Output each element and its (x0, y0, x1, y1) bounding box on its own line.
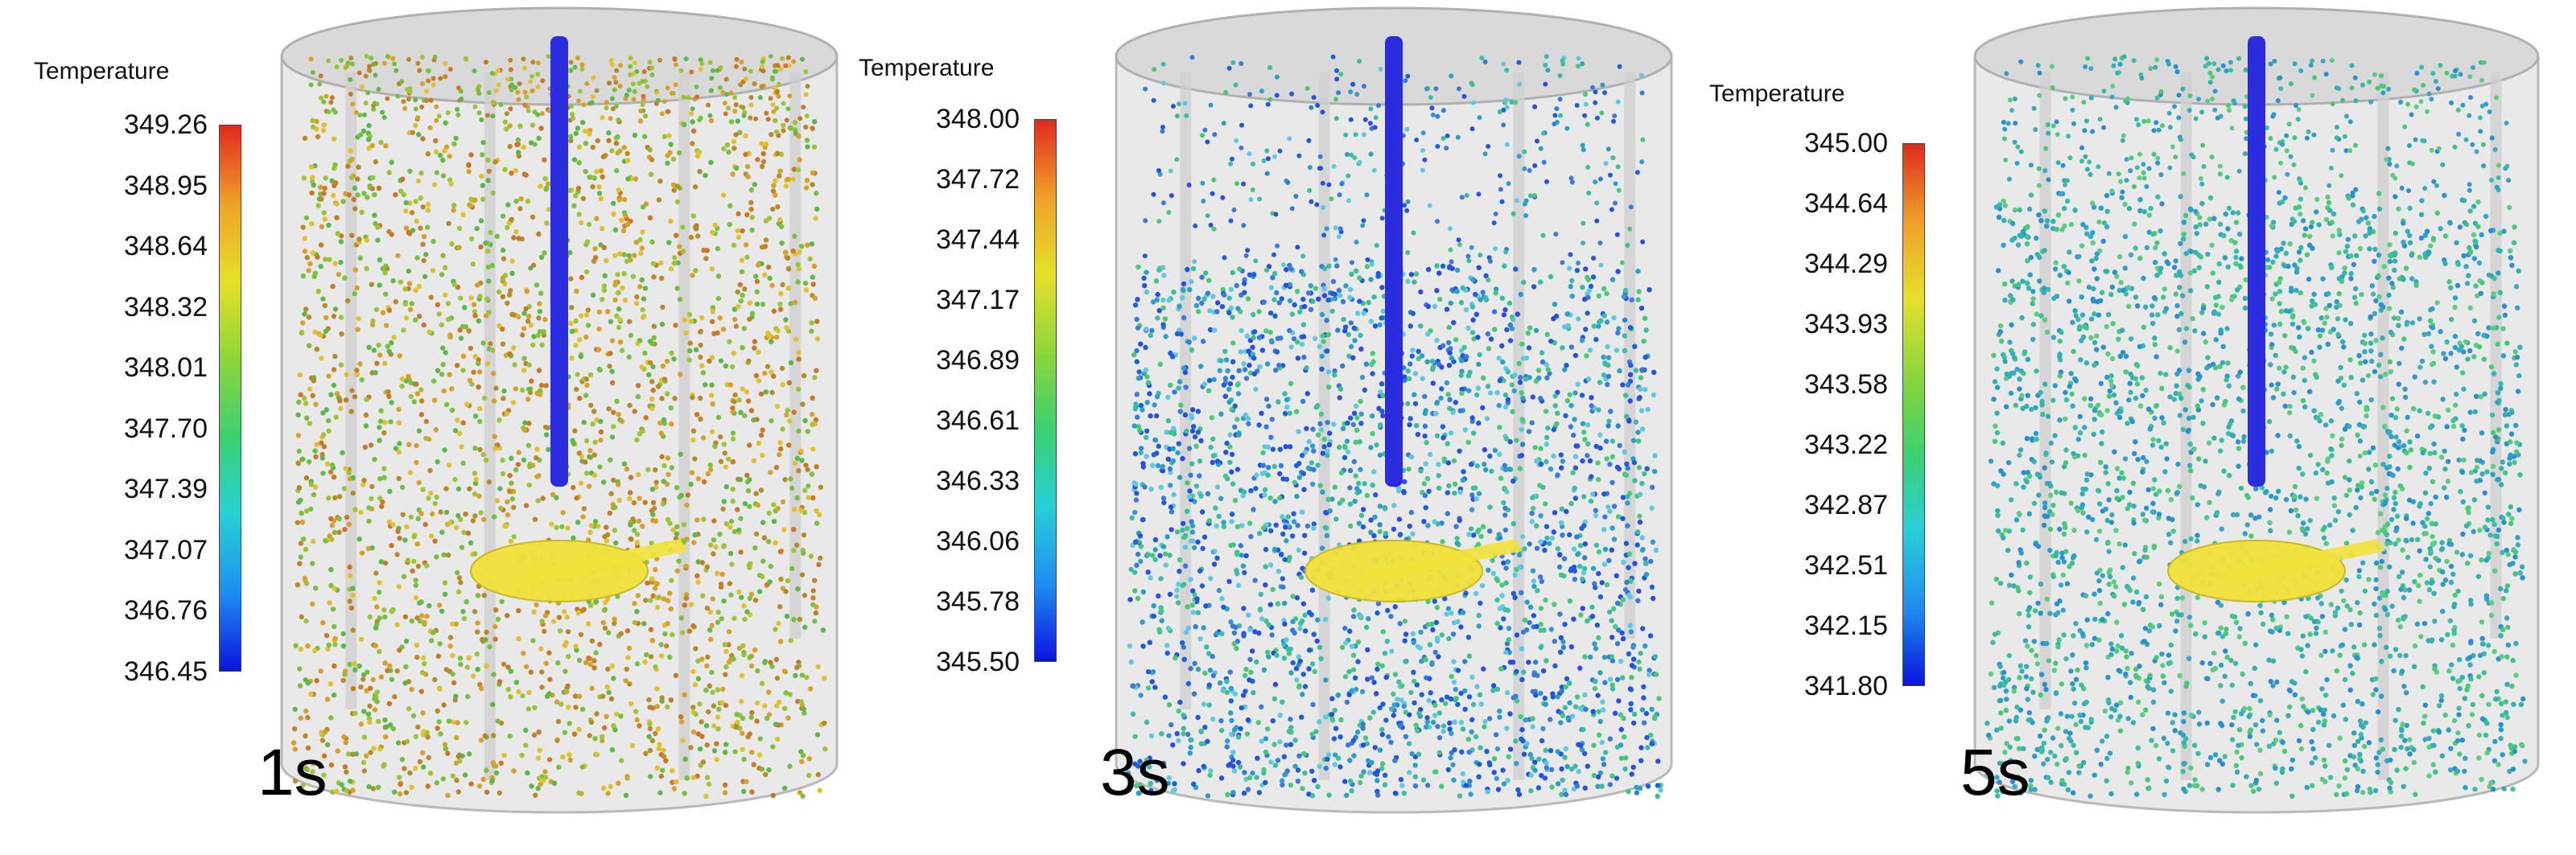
legend-title: Temperature (859, 55, 995, 81)
colorbar-tick-label: 347.39 (124, 474, 208, 505)
panel-1s: Temperature 349.26 348.95 348.64 348.32 348.… (0, 0, 859, 855)
colorbar-tick-label: 344.64 (1804, 188, 1888, 219)
colorbar-tick-label: 343.58 (1804, 369, 1888, 400)
colorbar-tick-label: 346.06 (936, 526, 1020, 557)
time-label: 3s (1100, 736, 1170, 809)
colorbar-tick-label: 348.00 (936, 104, 1020, 134)
colorbar-tick-label: 347.44 (936, 224, 1020, 255)
colorbar-tick-label: 341.80 (1804, 671, 1888, 701)
temperature-colorbar (219, 125, 241, 672)
colorbar-tick-label: 349.26 (124, 109, 208, 140)
impeller-blade (2224, 539, 2385, 583)
baffle (1318, 72, 1330, 780)
colorbar-tick-label: 346.45 (124, 656, 208, 687)
legend-title: Temperature (34, 58, 170, 84)
impeller-blade (1362, 539, 1523, 583)
colorbar-tick-label: 348.32 (124, 291, 208, 323)
particle-cloud (1126, 54, 1663, 800)
colorbar-tick-label: 345.78 (936, 586, 1020, 617)
mixing-tank-render (1115, 6, 1673, 814)
colorbar-tick-label: 346.61 (936, 405, 1020, 436)
legend-title: Temperature (1709, 80, 1845, 107)
baffle (2490, 72, 2502, 639)
colorbar-tick-label: 342.51 (1804, 550, 1888, 581)
colorbar-tick-label: 342.87 (1804, 490, 1888, 520)
colorbar-tick-label: 348.64 (124, 231, 208, 262)
colorbar-tick-label: 343.93 (1804, 309, 1888, 339)
temperature-colorbar (1034, 119, 1057, 662)
colorbar-tick-label: 347.17 (936, 285, 1020, 315)
mixing-tank-render (1973, 6, 2540, 814)
colorbar-tick-label: 344.29 (1804, 249, 1888, 279)
particle-cloud (291, 54, 828, 800)
time-label: 5s (1960, 736, 2030, 809)
colorbar-tick-label: 345.00 (1804, 128, 1888, 158)
impeller-blade (527, 539, 688, 583)
panel-5s: Temperature 345.00 344.64 344.29 343.93 343.… (1709, 0, 2576, 855)
colorbar-tick-label: 347.70 (124, 413, 208, 444)
baffle (1180, 72, 1192, 709)
impeller-shaft (2248, 36, 2265, 487)
colorbar-tick-label: 342.15 (1804, 610, 1888, 641)
impeller-shaft (1385, 36, 1403, 487)
baffle (678, 72, 690, 780)
baffle (1513, 72, 1525, 780)
colorbar-tick-label: 346.76 (124, 595, 208, 627)
impeller-shaft (550, 36, 568, 487)
colorbar-tick-label: 343.22 (1804, 430, 1888, 460)
colorbar-tick-label: 348.95 (124, 170, 208, 201)
mixing-tank-render (280, 6, 839, 814)
temperature-colorbar (1902, 143, 1925, 686)
time-label: 1s (258, 736, 328, 809)
colorbar-tick-label: 346.89 (936, 345, 1020, 376)
colorbar-tick-label: 348.01 (124, 352, 208, 384)
colorbar-tick-label: 345.50 (936, 647, 1020, 677)
colorbar-tick-label: 347.72 (936, 164, 1020, 195)
baffle (2180, 72, 2192, 780)
colorbar-tick-label: 347.07 (124, 534, 208, 565)
colorbar-tick-label: 346.33 (936, 466, 1020, 496)
panel-3s: Temperature 348.00 347.72 347.44 347.17 346.… (859, 0, 1717, 855)
